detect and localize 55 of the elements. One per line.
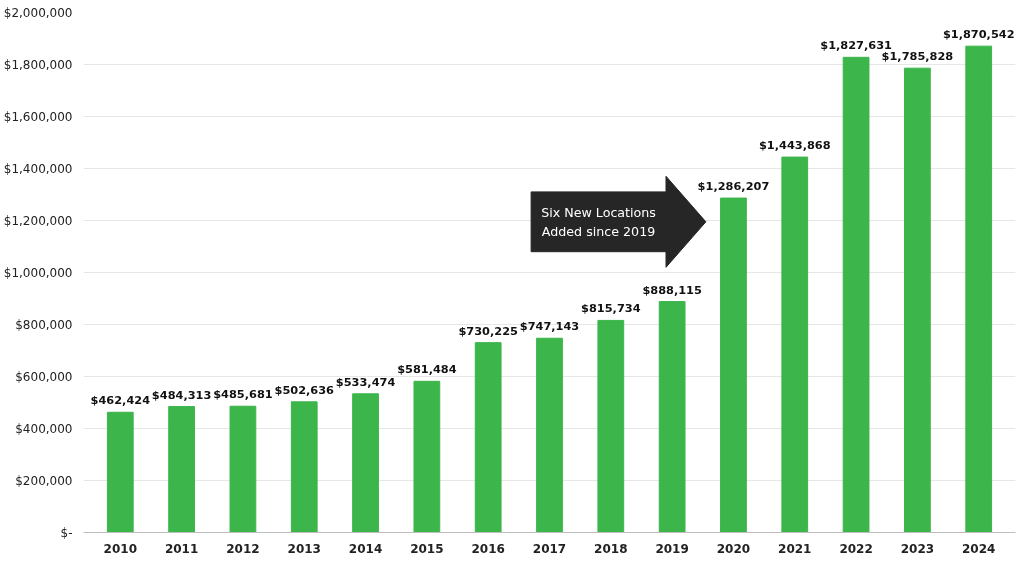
- data-label: $484,313: [151, 387, 212, 402]
- bar: [536, 337, 563, 533]
- bar: [965, 45, 993, 533]
- y-tick-label: $2,000,000: [3, 5, 73, 20]
- data-label: $1,286,207: [697, 179, 770, 194]
- x-tick-label: 2015: [410, 541, 444, 556]
- x-tick-label: 2022: [839, 541, 873, 556]
- x-tick-label: 2024: [962, 541, 996, 556]
- y-tick-label: $1,600,000: [3, 109, 73, 124]
- y-tick-label: $800,000: [15, 317, 73, 332]
- data-label: $533,474: [335, 374, 396, 389]
- y-tick-label: $400,000: [15, 421, 73, 436]
- data-label: $502,636: [274, 382, 335, 397]
- x-tick-label: 2010: [103, 541, 137, 556]
- data-label: $462,424: [90, 393, 151, 408]
- y-tick-label: $1,200,000: [3, 213, 73, 228]
- y-tick-label: $600,000: [15, 369, 73, 384]
- x-tick-label: 2021: [778, 541, 812, 556]
- bar: [904, 67, 931, 533]
- bar: [168, 406, 195, 533]
- data-label: $1,870,542: [942, 27, 1015, 42]
- data-label: $485,681: [213, 387, 273, 402]
- bar: [413, 380, 441, 533]
- data-label: $888,115: [642, 282, 702, 297]
- bar: [720, 197, 747, 533]
- y-tick-label: $1,400,000: [3, 161, 73, 176]
- data-label: $730,225: [458, 323, 519, 338]
- bar: [474, 342, 502, 533]
- bar: [106, 411, 134, 533]
- data-label: $581,484: [397, 362, 457, 377]
- bar: [290, 401, 318, 533]
- x-tick-label: 2014: [348, 541, 383, 556]
- bar: [658, 301, 686, 533]
- data-label: $747,143: [519, 319, 580, 334]
- x-tick-label: 2023: [900, 541, 935, 556]
- y-tick-label: $-: [60, 525, 73, 540]
- y-tick-label: $1,800,000: [3, 57, 73, 72]
- x-tick-label: 2013: [287, 541, 321, 556]
- x-tick-label: 2017: [532, 541, 567, 556]
- x-tick-label: 2012: [226, 541, 260, 556]
- bar: [229, 405, 257, 533]
- y-tick-label: $1,000,000: [3, 265, 73, 280]
- annotation: Six New Locations Added since 2019: [541, 204, 656, 240]
- bar: [597, 319, 625, 533]
- x-tick-label: 2016: [471, 541, 505, 556]
- x-tick-label: 2020: [716, 541, 751, 556]
- x-tick-label: 2019: [655, 541, 689, 556]
- bar: [352, 393, 379, 533]
- y-tick-label: $200,000: [15, 473, 73, 488]
- data-label: $815,734: [581, 301, 641, 316]
- x-tick-label: 2018: [594, 541, 628, 556]
- bar: [781, 156, 809, 533]
- x-tick-label: 2011: [164, 541, 199, 556]
- data-label: $1,443,868: [758, 138, 831, 153]
- bar: [842, 56, 870, 533]
